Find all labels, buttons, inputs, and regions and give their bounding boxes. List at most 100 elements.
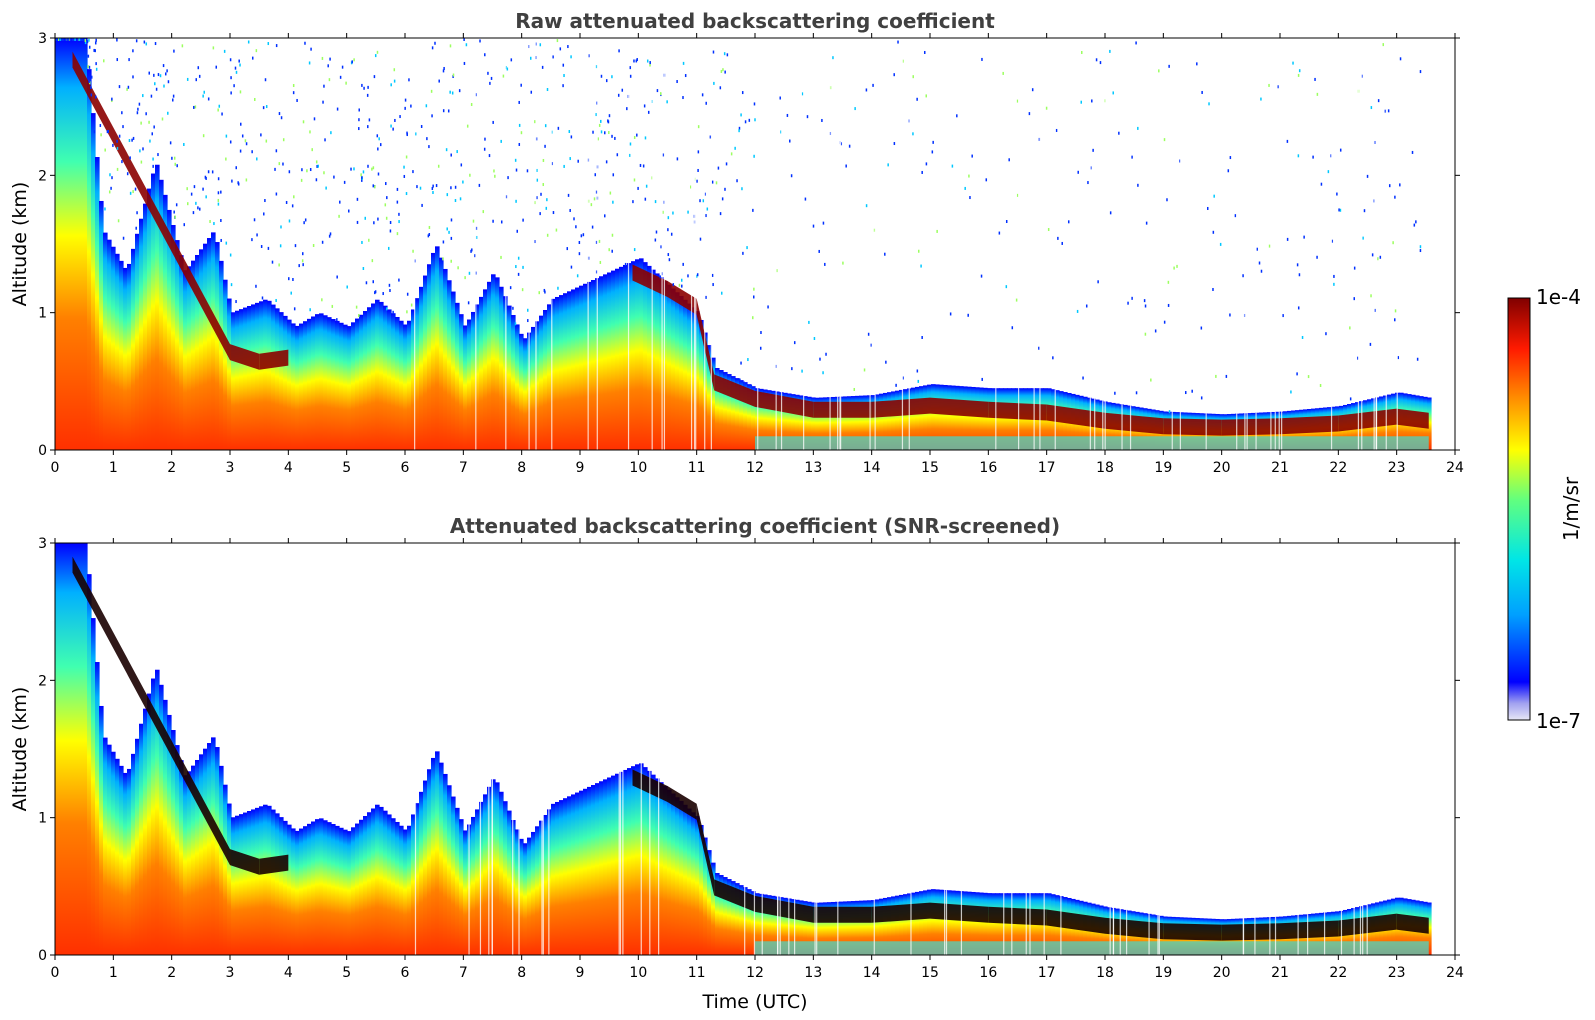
noise-pixel [204,175,207,179]
noise-pixel [173,210,175,214]
noise-pixel [126,87,128,91]
noise-pixel [536,196,538,200]
backscatter-column [67,38,72,450]
backscatter-column [159,684,164,955]
noise-pixel [1411,150,1414,154]
noise-pixel [854,107,856,111]
backscatter-column [295,325,300,450]
noise-pixel [1229,313,1231,317]
noise-pixel [595,65,598,69]
noise-pixel [813,337,816,341]
noise-pixel [662,210,664,214]
noise-pixel [67,38,69,41]
noise-pixel [639,163,642,167]
noise-pixel [449,90,451,94]
noise-pixel [1005,285,1008,289]
noise-pixel [563,74,565,78]
noise-pixel [1137,183,1139,187]
backscatter-column [943,384,948,450]
x-tick-label: 12 [746,460,764,476]
backscatter-column [715,368,720,450]
backscatter-column [123,772,128,955]
noise-pixel [93,130,96,134]
backscatter-column [791,394,796,450]
noise-pixel [1200,396,1203,400]
backscatter-column [1011,893,1016,955]
backscatter-column [347,326,352,450]
noise-pixel [94,49,96,53]
noise-pixel [1333,282,1335,286]
noise-pixel [546,198,548,202]
backscatter-column [407,320,412,450]
backscatter-column [271,304,276,450]
noise-pixel [1370,106,1373,110]
noise-pixel [116,139,118,143]
noise-pixel [1091,99,1093,103]
missing-profile-gap [690,38,693,450]
noise-pixel [82,38,84,41]
noise-pixel [264,78,267,82]
backscatter-column [431,252,436,450]
backscatter-column [319,818,324,955]
x-tick-label: 8 [517,965,526,981]
backscatter-column [887,897,892,955]
near-surface-band [755,941,1429,955]
noise-pixel [78,38,81,41]
noise-pixel [406,292,409,296]
missing-profile-gap [780,38,783,450]
noise-pixel [446,227,448,231]
noise-pixel [1394,318,1396,322]
noise-pixel [129,191,132,195]
noise-pixel [709,346,712,350]
noise-pixel [278,112,281,116]
y-tick-label: 0 [38,948,47,964]
noise-pixel [1339,148,1342,152]
noise-pixel [741,187,743,191]
backscatter-column [515,324,520,450]
noise-pixel [237,182,240,186]
backscatter-column [559,295,564,450]
noise-pixel [399,115,401,119]
noise-pixel [142,94,144,98]
noise-pixel [129,156,131,160]
backscatter-column [163,194,168,450]
missing-profile-gap [1274,543,1277,955]
noise-pixel [884,252,886,256]
noise-pixel [594,173,597,177]
noise-pixel [750,384,753,388]
noise-pixel [644,197,647,201]
noise-pixel [544,290,546,294]
colorbar-max-label: 1e-4 [1536,285,1581,309]
noise-pixel [542,158,545,162]
backscatter-column [815,397,820,450]
backscatter-column [531,831,536,955]
noise-pixel [635,59,638,63]
noise-pixel [1260,269,1263,273]
backscatter-column [799,900,804,955]
noise-pixel [776,269,778,273]
backscatter-column [135,233,140,450]
backscatter-column [403,829,408,955]
backscatter-column [503,801,508,955]
noise-pixel [301,259,304,263]
backscatter-column [867,395,872,450]
noise-pixel [1316,92,1319,96]
backscatter-column [499,791,504,955]
backscatter-column [719,370,724,450]
noise-pixel [539,43,542,47]
x-tick-label: 7 [459,460,468,476]
noise-pixel [804,197,807,201]
backscatter-column [883,392,888,450]
x-tick-label: 4 [284,460,293,476]
noise-pixel [386,196,388,200]
noise-pixel [667,228,669,232]
noise-pixel [1008,158,1010,162]
backscatter-column [495,277,500,450]
noise-pixel [514,322,517,326]
noise-pixel [1212,287,1214,291]
noise-pixel [260,133,262,137]
noise-pixel [173,49,175,53]
backscatter-column [711,357,716,450]
noise-pixel [324,138,326,142]
noise-pixel [398,278,400,282]
